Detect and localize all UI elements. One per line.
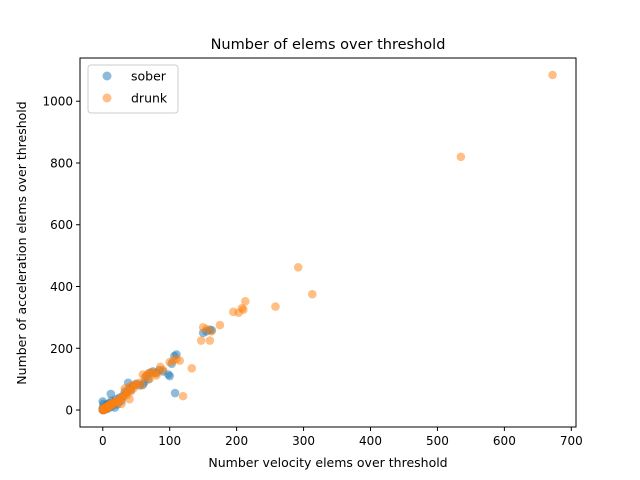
drunk-point (178, 391, 188, 401)
sober-point (165, 371, 174, 381)
drunk-point (293, 263, 303, 272)
drunk-point (137, 381, 146, 390)
y-tick-label: 0 (65, 404, 73, 418)
drunk-point (271, 302, 280, 311)
y-tick-label: 200 (50, 342, 73, 356)
y-tick-label: 1000 (42, 95, 73, 109)
x-axis-ticks: 0 100 200 300 400 500 600 700 (99, 427, 583, 448)
drunk-point (215, 320, 225, 330)
y-tick-label: 600 (50, 218, 73, 232)
x-tick-label: 200 (225, 434, 248, 448)
y-axis-label: Number of acceleration elems over thresh… (14, 101, 29, 384)
drunk-point (241, 297, 250, 306)
drunk-point (456, 152, 466, 162)
legend-label-sober: sober (131, 69, 167, 84)
legend-marker-drunk (102, 93, 112, 103)
y-tick-label: 400 (50, 280, 73, 294)
y-axis-ticks: 0 200 400 600 800 1000 (42, 95, 80, 418)
sober-point (106, 389, 116, 399)
sober-point (170, 388, 180, 398)
drunk-point (187, 364, 197, 373)
x-tick-label: 400 (359, 434, 382, 448)
x-tick-label: 500 (426, 434, 449, 448)
points-layer (98, 70, 557, 415)
x-tick-label: 700 (560, 434, 583, 448)
chart-title: Number of elems over threshold (211, 37, 446, 53)
x-tick-label: 100 (158, 434, 181, 448)
drunk-point (196, 336, 206, 345)
x-tick-label: 0 (99, 434, 107, 448)
drunk-point (175, 356, 185, 365)
drunk-point (548, 70, 557, 80)
drunk-point (158, 365, 168, 375)
drunk-point (239, 305, 248, 314)
plot-area-frame (79, 57, 577, 428)
legend-label-drunk: drunk (131, 91, 168, 106)
drunk-point (125, 394, 134, 404)
drunk-point (205, 336, 215, 345)
drunk-point (307, 289, 317, 299)
x-tick-label: 300 (292, 434, 315, 448)
y-tick-label: 800 (50, 156, 73, 170)
drunk-point (206, 326, 216, 336)
x-tick-label: 600 (493, 434, 516, 448)
x-axis-label: Number velocity elems over threshold (208, 455, 447, 470)
legend: sober drunk (87, 64, 179, 114)
legend-marker-sober (102, 71, 112, 81)
drunk-point (117, 399, 126, 409)
